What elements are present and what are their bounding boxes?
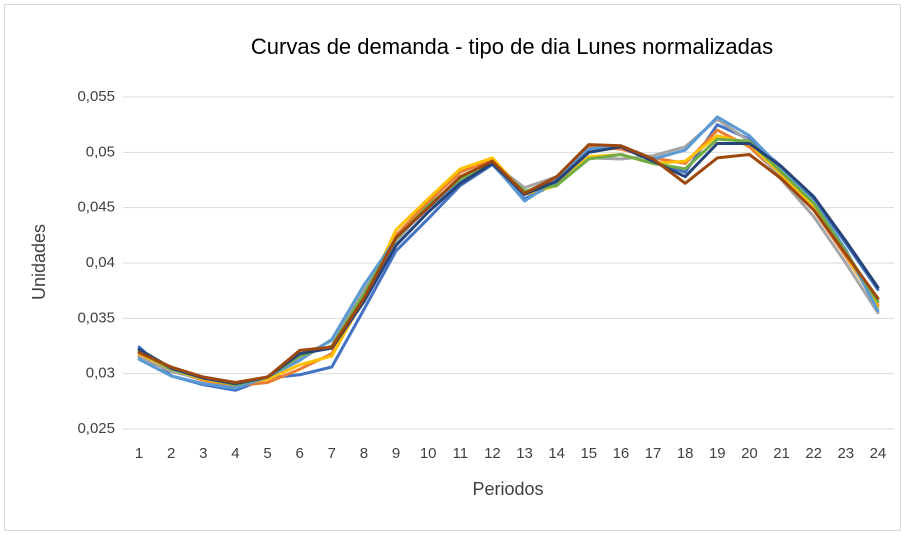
chart-title: Curvas de demanda - tipo de dia Lunes no… <box>251 34 773 59</box>
x-tick-label: 11 <box>453 445 469 462</box>
x-tick-label: 23 <box>837 445 854 462</box>
x-tick-label: 6 <box>296 445 304 462</box>
y-tick-label: 0,055 <box>77 88 115 105</box>
y-tick-label: 0,04 <box>86 254 115 271</box>
y-tick-label: 0,05 <box>86 143 115 160</box>
x-tick-label: 18 <box>677 445 694 462</box>
x-tick-label: 8 <box>360 445 368 462</box>
x-tick-label: 1 <box>135 445 143 462</box>
x-tick-label: 19 <box>709 445 726 462</box>
x-tick-label: 4 <box>231 445 239 462</box>
x-tick-label: 16 <box>613 445 630 462</box>
chart-border <box>4 4 901 531</box>
x-tick-label: 2 <box>167 445 175 462</box>
y-tick-label: 0,035 <box>77 309 115 326</box>
x-tick-label: 9 <box>392 445 400 462</box>
x-tick-label: 24 <box>870 445 887 462</box>
x-tick-label: 20 <box>741 445 758 462</box>
x-axis-label: Periodos <box>472 479 543 499</box>
x-tick-label: 12 <box>484 445 501 462</box>
y-axis-label: Unidades <box>29 224 49 300</box>
x-tick-label: 17 <box>645 445 662 462</box>
x-tick-label: 21 <box>773 445 790 462</box>
series-line <box>137 143 880 384</box>
y-tick-label: 0,025 <box>77 420 115 437</box>
x-tick-label: 15 <box>580 445 597 462</box>
y-tick-label: 0,045 <box>77 199 115 216</box>
x-tick-label: 14 <box>548 445 565 462</box>
x-tick-label: 10 <box>420 445 437 462</box>
x-tick-label: 22 <box>805 445 822 462</box>
x-tick-label: 13 <box>516 445 533 462</box>
x-tick-label: 3 <box>199 445 207 462</box>
x-tick-label: 5 <box>263 445 271 462</box>
y-tick-label: 0,03 <box>86 365 115 382</box>
x-tick-label: 7 <box>328 445 336 462</box>
